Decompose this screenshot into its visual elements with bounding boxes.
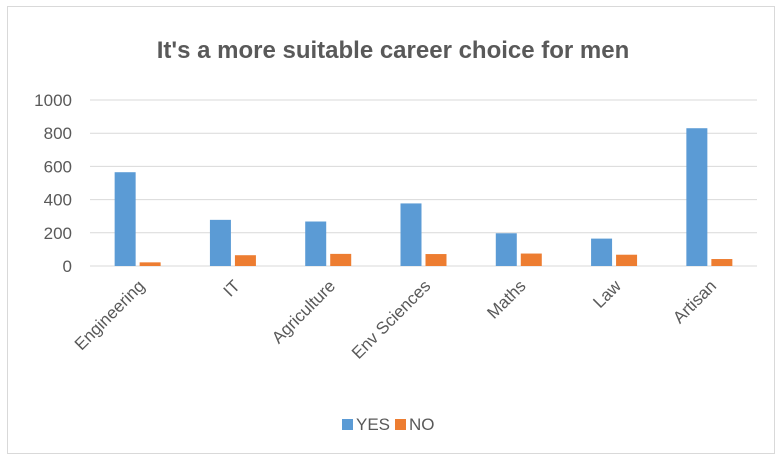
y-tick-label: 400 (44, 191, 72, 210)
bar-no-env-sciences (425, 254, 447, 266)
bar-no-artisan (711, 259, 733, 266)
bars (114, 128, 733, 266)
x-tick-label: Law (589, 276, 625, 312)
y-tick-label: 200 (44, 224, 72, 243)
bar-yes-maths (495, 233, 517, 266)
bar-yes-law (591, 238, 613, 266)
bar-no-it (234, 255, 256, 266)
legend-label-no: NO (409, 415, 435, 434)
bar-no-engineering (139, 262, 161, 266)
chart-title: It's a more suitable career choice for m… (157, 37, 630, 64)
y-tick-label: 800 (44, 124, 72, 143)
y-tick-label: 600 (44, 157, 72, 176)
bar-yes-engineering (114, 172, 136, 266)
y-tick-label: 1000 (34, 91, 72, 110)
bar-no-agriculture (330, 253, 352, 266)
x-axis-ticks: Engineering IT Agriculture Env Sciences Math… (71, 276, 720, 363)
legend-swatch-no (395, 419, 406, 430)
y-axis-ticks: 0 200 400 600 800 1000 (34, 91, 72, 276)
bar-no-law (616, 254, 638, 266)
x-tick-label: Artisan (669, 276, 720, 327)
x-tick-label: Maths (483, 276, 529, 322)
y-tick-label: 0 (63, 257, 72, 276)
legend: YES NO (342, 415, 435, 434)
bar-yes-artisan (686, 128, 708, 266)
bar-yes-it (209, 219, 231, 266)
x-tick-label: Engineering (71, 276, 149, 354)
gridlines (90, 99, 757, 267)
bar-no-maths (520, 253, 542, 266)
legend-label-yes: YES (356, 415, 390, 434)
legend-swatch-yes (342, 419, 353, 430)
x-tick-label: IT (220, 276, 244, 300)
bar-yes-agriculture (305, 221, 327, 266)
x-tick-label: Agriculture (268, 276, 339, 347)
bar-yes-env-sciences (400, 203, 422, 266)
x-tick-label: Env Sciences (348, 276, 434, 362)
